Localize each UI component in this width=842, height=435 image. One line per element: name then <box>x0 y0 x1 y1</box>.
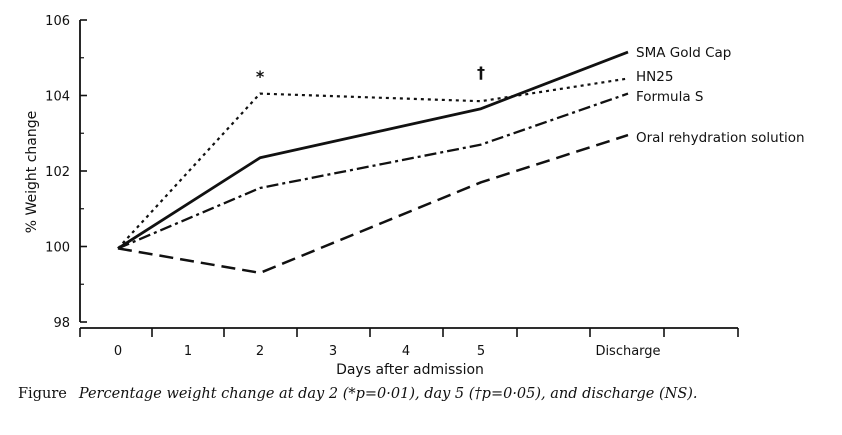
y-axis: 98 100 102 104 106 <box>45 14 87 331</box>
series-label: HN25 <box>636 69 673 85</box>
series-lines <box>117 50 629 275</box>
series-line-hn25 <box>117 77 629 250</box>
x-tick-label: Discharge <box>595 344 660 359</box>
x-axis: 0 1 2 3 4 5 Discharge <box>79 327 739 359</box>
x-tick-label: 1 <box>184 344 192 359</box>
figure-caption: Figure Percentage weight change at day 2 … <box>18 386 828 402</box>
y-tick-label: 104 <box>45 90 70 105</box>
series-label: Oral rehydration solution <box>636 130 805 146</box>
y-tick-label: 98 <box>53 316 70 331</box>
x-tick-label: 2 <box>256 344 264 359</box>
series-line-sma-gold-cap <box>117 50 629 250</box>
significance-marker: † <box>477 63 485 82</box>
caption-label: Figure <box>18 386 67 402</box>
series-line-oral-rehydration-solution <box>117 133 629 275</box>
x-tick-label: 0 <box>114 344 122 359</box>
series-labels: SMA Gold Cap HN25 Formula S Oral rehydratio… <box>636 45 805 146</box>
y-tick-label: 106 <box>45 14 70 29</box>
weight-change-line-chart: 98 100 102 104 106 0 1 2 3 4 5 Discharge SMA Gold … <box>24 14 805 378</box>
x-axis-title: Days after admission <box>336 362 484 378</box>
x-tick-label: 5 <box>477 344 485 359</box>
significance-markers: * † <box>256 63 485 86</box>
y-tick-label: 100 <box>45 241 70 256</box>
series-label: SMA Gold Cap <box>636 45 731 61</box>
y-tick-label: 102 <box>45 165 70 180</box>
y-axis-title: % Weight change <box>24 111 40 234</box>
x-tick-label: 3 <box>329 344 337 359</box>
caption-text: Percentage weight change at day 2 (*p=0·… <box>78 386 698 402</box>
series-line-formula-s <box>117 92 629 250</box>
x-tick-label: 4 <box>402 344 410 359</box>
series-label: Formula S <box>636 89 703 105</box>
significance-marker: * <box>256 67 265 86</box>
